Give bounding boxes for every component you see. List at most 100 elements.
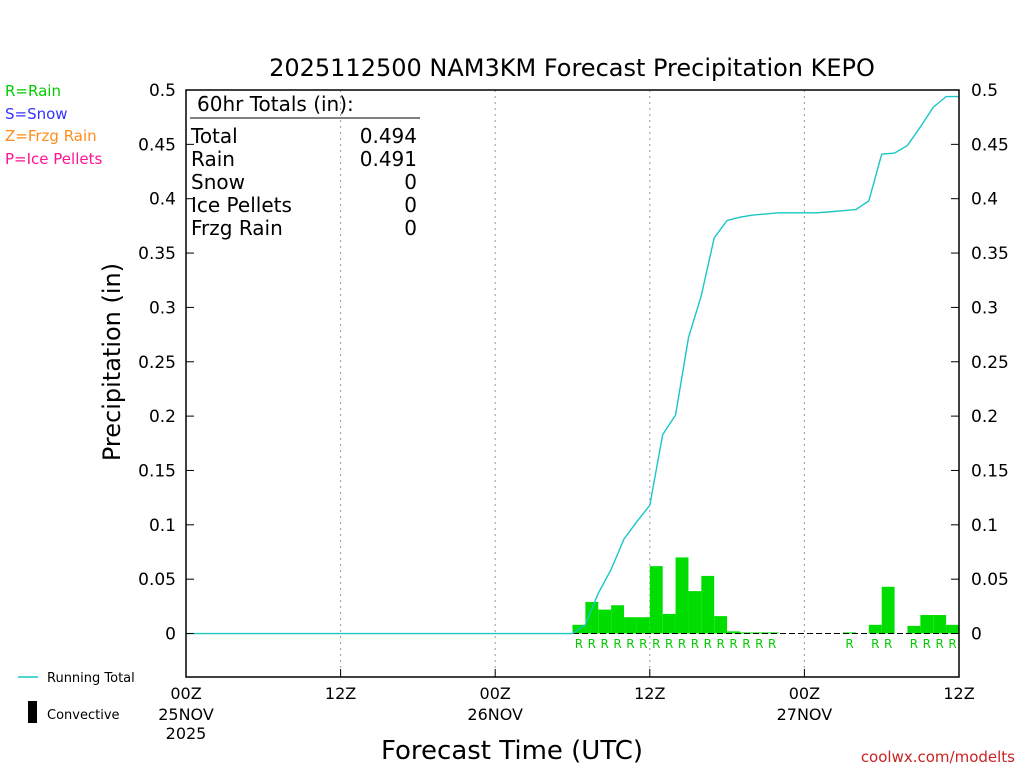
precip-type-label: R: [884, 637, 892, 651]
precip-type-label: R: [678, 637, 686, 651]
y-tick-label-right: 0.45: [971, 135, 1009, 155]
precip-bar: [598, 609, 612, 634]
precip-type-label: R: [704, 637, 712, 651]
totals-value-ice-pellets: 0: [404, 193, 417, 217]
totals-label-frzg-rain: Frzg Rain: [191, 216, 283, 240]
totals-value-snow: 0: [404, 170, 417, 194]
y-tick-label-right: 0.4: [971, 190, 998, 210]
precip-type-label: R: [601, 637, 609, 651]
legend-frzg-rain: Z=Frzg Rain: [5, 127, 97, 145]
y-tick-label-left: 0.35: [138, 244, 176, 264]
axes: 0 00.05 0.050.1 0.10.15 0.150.2 0.20.25 0.250.…: [138, 81, 1009, 743]
precip-bar: [662, 613, 676, 634]
precip-bar: [881, 586, 895, 634]
y-tick-label-right: 0.35: [971, 244, 1009, 264]
x-tick-label: 00Z: [789, 684, 820, 703]
x-axis-label: Forecast Time (UTC): [381, 736, 643, 766]
totals-value-total: 0.494: [360, 124, 417, 148]
totals-label-ice-pellets: Ice Pellets: [191, 193, 292, 217]
precip-type-label: R: [845, 637, 853, 651]
plot-frame: [185, 89, 960, 678]
x-tick-date: 27NOV: [777, 705, 833, 724]
precip-bar: [585, 601, 599, 634]
precip-type-label: R: [588, 637, 596, 651]
x-tick-date: 25NOV: [158, 705, 214, 724]
precip-type-label: R: [910, 637, 918, 651]
precip-bar: [933, 615, 947, 634]
precip-type-label: R: [729, 637, 737, 651]
y-tick-label-left: 0.45: [138, 135, 176, 155]
x-tick-date: 26NOV: [467, 705, 523, 724]
y-tick-label-left: 0.15: [138, 461, 176, 481]
convective-legend-swatch: [28, 701, 37, 723]
y-tick-label-right: 0.3: [971, 298, 998, 318]
totals-label-total: Total: [190, 124, 238, 148]
precip-bars: [572, 557, 959, 634]
precip-type-label: R: [755, 637, 763, 651]
precip-bar: [611, 605, 625, 634]
y-tick-label-right: 0.2: [971, 407, 998, 427]
precip-bar: [946, 624, 959, 634]
totals-label-snow: Snow: [191, 170, 245, 194]
y-tick-label-right: 0.1: [971, 516, 998, 536]
y-tick-label-right: 0.05: [971, 570, 1009, 590]
running-total-line: [186, 95, 959, 635]
precip-type-label: R: [575, 637, 583, 651]
running-total-legend-label: Running Total: [47, 671, 135, 686]
y-axis-label: Precipitation (in): [98, 263, 126, 461]
precip-bar: [675, 557, 689, 634]
totals-label-rain: Rain: [191, 147, 235, 171]
precip-type-label: R: [923, 637, 931, 651]
totals-value-frzg-rain: 0: [404, 216, 417, 240]
precip-type-label: R: [936, 637, 944, 651]
x-tick-label: 12Z: [943, 684, 974, 703]
totals-table: 60hr Totals (in): Total 0.494 Rain 0.491…: [190, 92, 420, 240]
watermark: coolwx.com/modelts: [861, 748, 1015, 766]
precip-type-label: R: [768, 637, 776, 651]
y-tick-label-left: 0.2: [149, 407, 176, 427]
y-tick-label-right: 0.15: [971, 461, 1009, 481]
y-tick-label-left: 0.4: [149, 190, 176, 210]
precip-bar: [868, 624, 882, 634]
precip-type-label: R: [948, 637, 956, 651]
precip-bar: [688, 591, 702, 634]
legend-snow: S=Snow: [5, 105, 68, 123]
x-tick-label: 00Z: [480, 684, 511, 703]
legend-rain: R=Rain: [5, 82, 61, 100]
y-tick-label-left: 0: [165, 625, 176, 645]
precip-bar: [649, 566, 663, 634]
precip-type-label: R: [613, 637, 621, 651]
x-tick-label: 00Z: [170, 684, 201, 703]
precip-type-label: R: [626, 637, 634, 651]
series-legend: Running Total Convective: [18, 671, 135, 723]
precip-type-label: R: [716, 637, 724, 651]
totals-header: 60hr Totals (in):: [197, 92, 354, 116]
precip-bar: [636, 617, 650, 634]
x-tick-year: 2025: [166, 724, 207, 743]
precip-type-label: R: [691, 637, 699, 651]
y-tick-label-left: 0.5: [149, 81, 176, 101]
precip-bar: [714, 616, 728, 634]
precip-bar: [843, 632, 856, 634]
precip-bar: [624, 617, 637, 634]
precip-bar: [920, 615, 934, 634]
y-tick-label-left: 0.1: [149, 516, 176, 536]
precip-type-label: R: [871, 637, 879, 651]
precip-bar: [907, 625, 921, 634]
running-total-series: [186, 95, 959, 635]
precip-bar: [765, 632, 779, 634]
precip-type-label: R: [652, 637, 660, 651]
legend-ice-pellets: P=Ice Pellets: [5, 150, 102, 168]
precip-bar: [739, 632, 753, 634]
precip-bar: [727, 631, 740, 634]
x-tick-label: 12Z: [634, 684, 665, 703]
totals-value-rain: 0.491: [360, 147, 417, 171]
grid-lines: [340, 90, 805, 677]
x-tick-label: 12Z: [325, 684, 356, 703]
precip-bar: [752, 632, 766, 634]
precip-bar: [701, 575, 715, 634]
precip-type-label: R: [742, 637, 750, 651]
y-tick-label-right: 0: [971, 625, 982, 645]
